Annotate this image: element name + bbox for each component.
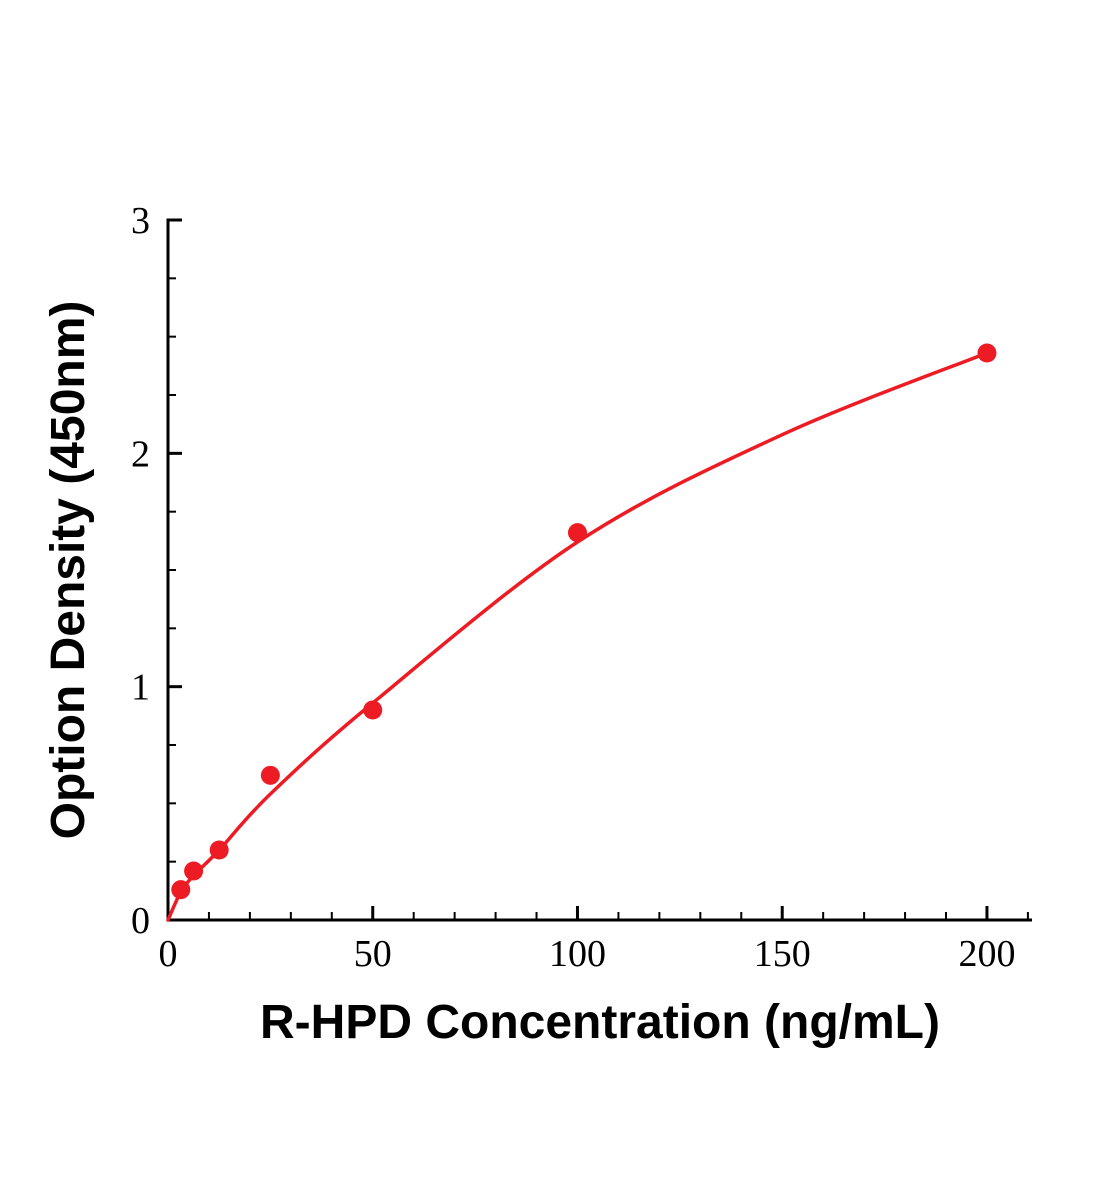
data-point xyxy=(363,700,383,720)
y-axis-title: Option Density (450nm) xyxy=(42,301,95,840)
y-tick-label: 1 xyxy=(131,667,150,709)
x-tick-label: 150 xyxy=(754,933,811,975)
data-point xyxy=(184,861,204,881)
data-point xyxy=(209,840,229,860)
fit-curve xyxy=(166,351,989,922)
y-tick-label: 0 xyxy=(131,900,150,942)
x-tick-label: 100 xyxy=(549,933,606,975)
data-point xyxy=(977,343,997,363)
plot-layer: 0 50 100 150 200 0 1 2 3 xyxy=(131,200,1032,975)
y-tick-label: 2 xyxy=(131,433,150,475)
data-point xyxy=(260,765,280,785)
data-point xyxy=(567,523,587,543)
data-point xyxy=(171,880,191,900)
y-tick-label: 3 xyxy=(131,200,150,242)
x-tick-label: 200 xyxy=(958,933,1015,975)
x-tick-label: 0 xyxy=(159,933,178,975)
x-tick-label: 50 xyxy=(354,933,392,975)
x-axis-title: R-HPD Concentration (ng/mL) xyxy=(260,996,940,1049)
